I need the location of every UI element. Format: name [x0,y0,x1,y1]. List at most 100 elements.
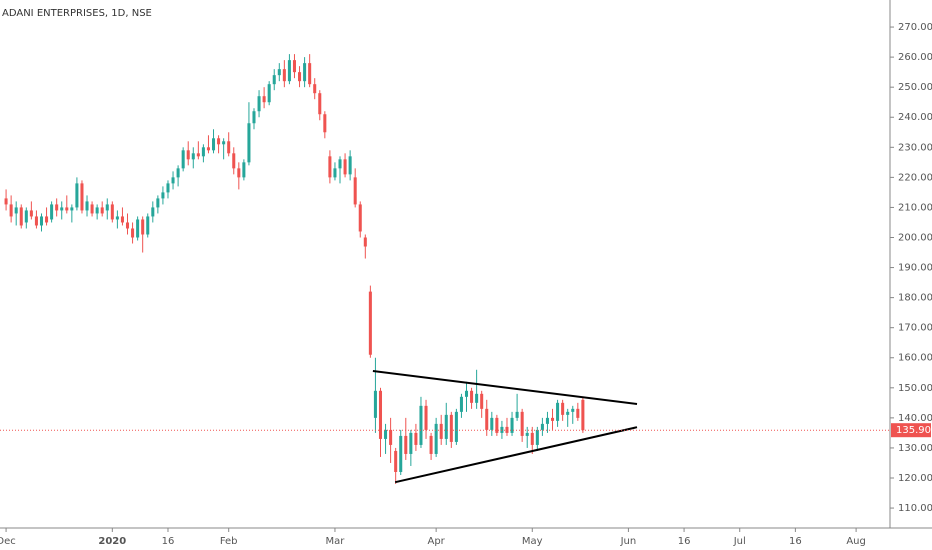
candle-body [439,423,443,439]
candle-body [242,162,246,178]
x-tick-label: Jun [620,536,637,547]
candle-body [358,204,362,232]
candle-body [277,69,281,76]
x-tick-label: Aug [846,536,866,547]
x-tick-label: May [522,536,543,547]
x-tick-label: 16 [789,536,802,547]
y-tick-label: 120.00 [898,473,932,484]
candle-body [257,96,261,112]
candle-body [4,198,8,205]
y-tick-label: 160.00 [898,353,932,364]
candle-body [303,63,307,82]
candle-body [298,72,302,82]
last-price-label: 135.90 [896,425,931,436]
candle-body [348,156,352,175]
candle-body [525,432,529,436]
candle-body [545,417,549,424]
y-tick-label: 240.00 [898,112,932,123]
candle-body [581,399,585,431]
candle-body [292,60,296,73]
candle-body [394,450,398,472]
candle-body [176,168,180,178]
y-tick-label: 210.00 [898,202,932,213]
y-tick-label: 170.00 [898,323,932,334]
candle-body [384,429,388,439]
candle-body [556,402,560,421]
candle-body [404,435,408,454]
y-tick-label: 140.00 [898,413,932,424]
candle-body [80,183,84,211]
candle-body [576,408,580,418]
candle-body [282,69,286,82]
y-tick-label: 180.00 [898,293,932,304]
candle-body [373,390,377,418]
candle-body [34,216,38,226]
candle-body [105,204,109,211]
candle-body [156,198,160,208]
candle-body [485,408,489,430]
trendline [372,369,638,406]
candle-body [222,141,226,145]
candle-body [535,429,539,445]
candle-body [115,216,119,220]
candle-body [540,423,544,430]
candle-body [267,84,271,103]
candle-body [323,114,327,133]
candle-body [151,207,155,217]
candle-body [566,411,570,415]
candle-body [343,159,347,175]
candle-body [399,435,403,472]
candle-body [29,210,33,217]
chart-title: ADANI ENTERPRISES, 1D, NSE [2,8,152,19]
candle-body [141,219,145,235]
x-tick-label: 16 [678,536,691,547]
candle-body [459,396,463,412]
candle-body [212,138,216,151]
y-tick-label: 130.00 [898,443,932,454]
candle-body [161,192,165,199]
y-tick-label: 110.00 [898,503,932,514]
candle-body [217,138,221,145]
candle-body [490,417,494,430]
candle-body [464,390,469,397]
candle-body [60,207,64,211]
y-tick-label: 150.00 [898,383,932,394]
candle-body [125,222,130,229]
candle-body [510,417,514,433]
y-tick-label: 220.00 [898,172,932,183]
candle-body [19,207,23,226]
candle-body [166,183,170,193]
candle-body [409,432,413,454]
y-tick-label: 270.00 [898,22,932,33]
candle-body [272,75,276,85]
candle-body [45,216,49,223]
candle-body [414,432,418,445]
candle-body [252,111,256,124]
candle-body [475,393,479,403]
last-price-box [891,423,931,438]
candle-body [424,405,428,430]
candle-body [227,141,231,154]
candle-body [551,417,555,421]
candle-body [206,147,210,151]
candle-body [191,153,195,160]
candle-body [389,429,393,445]
candle-body [14,207,18,214]
candle-body [449,414,453,442]
candle-body [39,216,44,226]
candle-body [136,219,140,238]
x-tick-label: Dec [0,536,16,547]
candle-body [378,390,383,439]
candle-body [520,411,524,436]
candle-body [419,405,423,445]
candle-body [70,207,74,211]
candle-body [480,393,484,409]
candle-body [287,60,291,82]
x-tick-label: Mar [326,536,346,547]
y-tick-label: 260.00 [898,52,932,63]
x-tick-label: Feb [220,536,238,547]
candle-body [146,216,150,235]
candle-body [201,147,205,157]
y-tick-label: 200.00 [898,232,932,243]
